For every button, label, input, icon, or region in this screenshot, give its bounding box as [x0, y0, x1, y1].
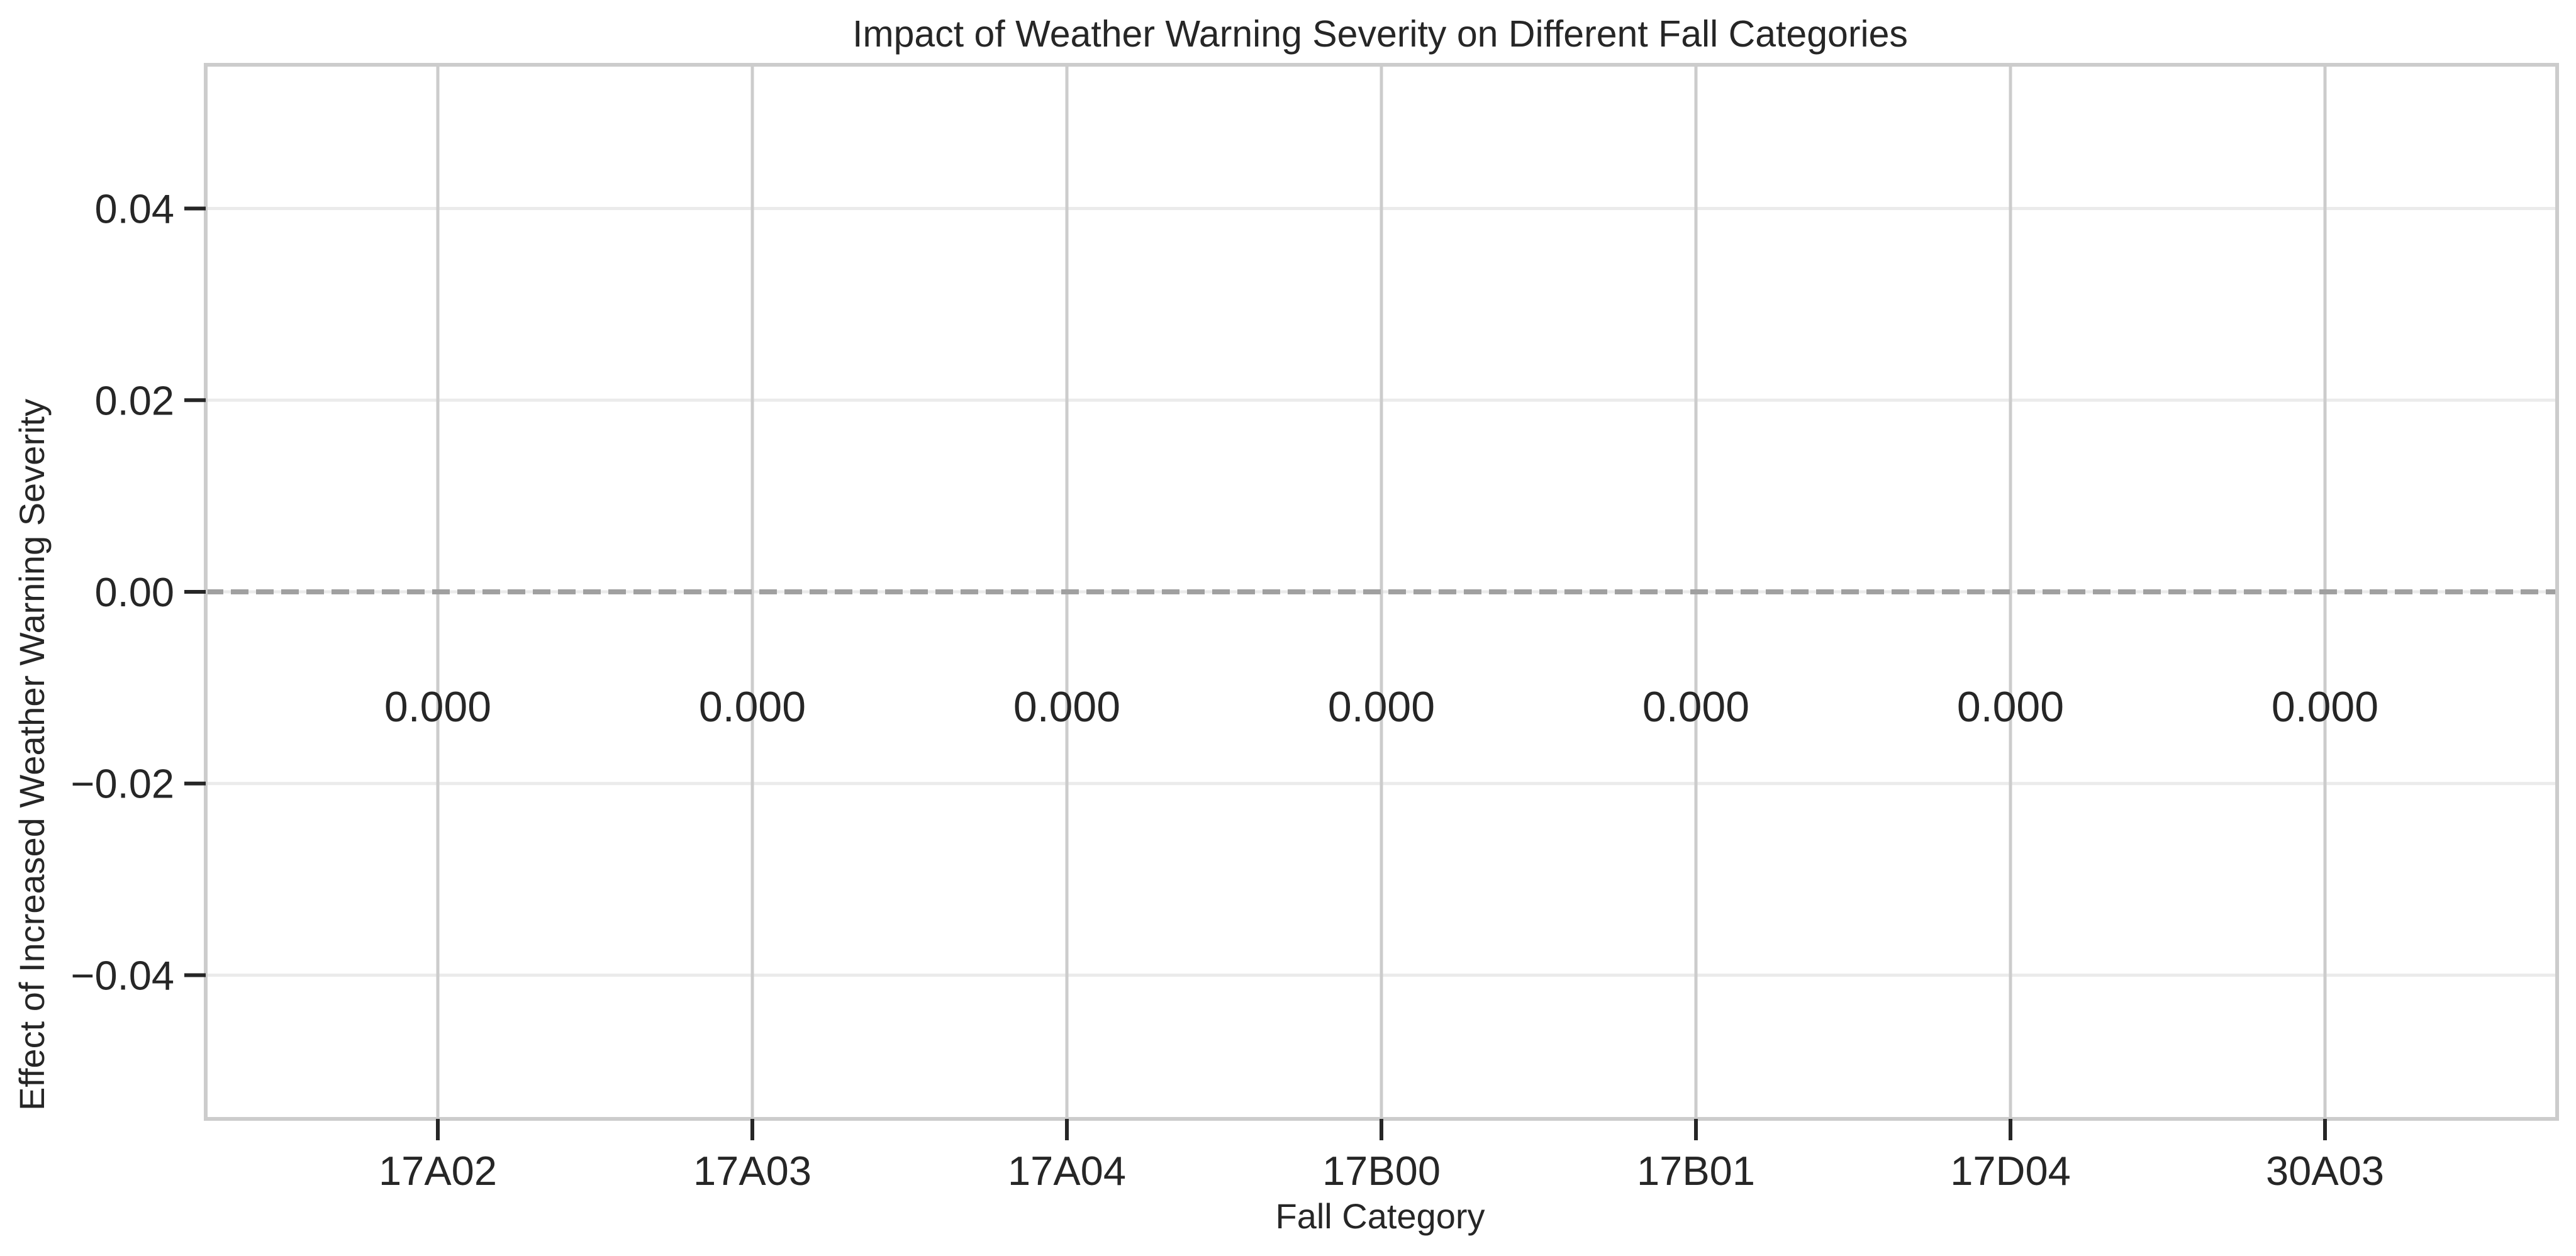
y-tick-label: 0.02: [94, 377, 174, 423]
ticks-layer: −0.04 −0.02 0.00 0.02 0.04 17A02 17A03 17A04 17B…: [71, 186, 2384, 1194]
data-label: 0.000: [384, 683, 491, 731]
x-tick-label: 17B00: [1322, 1148, 1441, 1194]
data-label: 0.000: [2272, 683, 2378, 731]
x-tick-label: 17A02: [379, 1148, 497, 1194]
y-axis-label: Effect of Increased Weather Warning Seve…: [12, 399, 52, 1111]
x-tick-label: 17A04: [1008, 1148, 1126, 1194]
data-labels-layer: 0.000 0.000 0.000 0.000 0.000 0.000 0.000: [384, 683, 2378, 731]
y-tick-label: −0.04: [71, 952, 174, 998]
x-tick-label: 30A03: [2266, 1148, 2384, 1194]
x-tick-label: 17D04: [1950, 1148, 2071, 1194]
y-tick-label: 0.04: [94, 186, 174, 232]
x-tick-label: 17A03: [693, 1148, 811, 1194]
y-tick-label: 0.00: [94, 569, 174, 615]
data-label: 0.000: [1328, 683, 1435, 731]
x-axis-label: Fall Category: [1275, 1196, 1485, 1236]
data-label: 0.000: [1642, 683, 1749, 731]
data-label: 0.000: [699, 683, 806, 731]
x-tick-label: 17B01: [1637, 1148, 1755, 1194]
data-label: 0.000: [1957, 683, 2064, 731]
data-label: 0.000: [1013, 683, 1120, 731]
chart-title: Impact of Weather Warning Severity on Di…: [852, 13, 1908, 55]
y-tick-label: −0.02: [71, 761, 174, 807]
